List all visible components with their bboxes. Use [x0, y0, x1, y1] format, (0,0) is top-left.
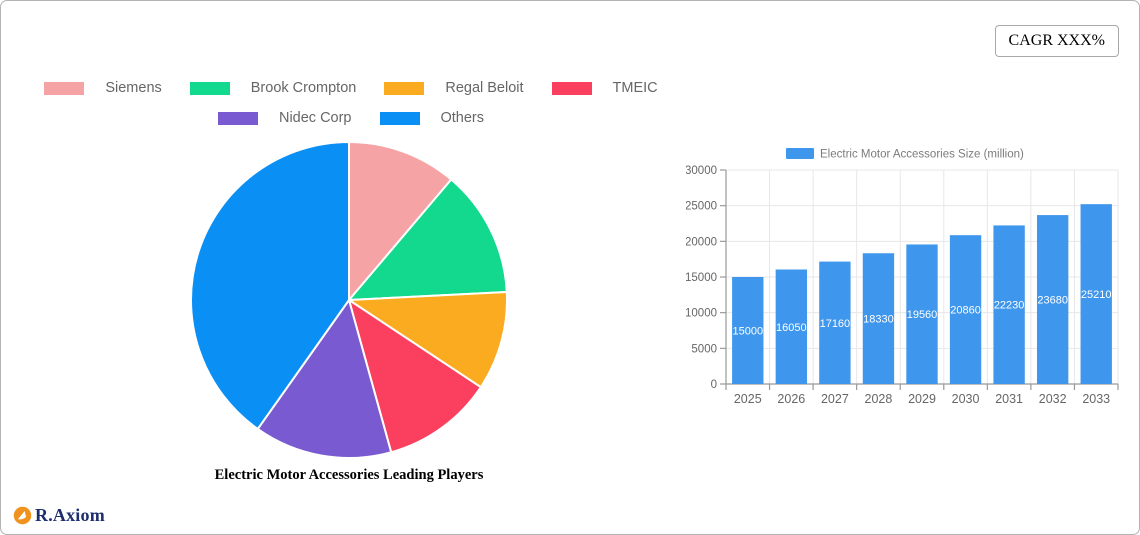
- bar-2031[interactable]: [993, 225, 1025, 384]
- legend-item-brook-crompton[interactable]: Brook Crompton: [189, 80, 357, 96]
- x-tick-label: 2029: [908, 392, 936, 406]
- y-tick-label: 20000: [686, 236, 717, 248]
- x-tick-label: 2032: [1039, 392, 1067, 406]
- bar-2026[interactable]: [775, 269, 808, 384]
- legend-item-regal-beloit[interactable]: Regal Beloit: [384, 80, 524, 96]
- bar-value-label: 20860: [950, 305, 981, 317]
- bar-value-label: 17160: [820, 318, 851, 330]
- x-tick-label: 2033: [1082, 392, 1110, 406]
- x-tick-label: 2030: [952, 392, 980, 406]
- legend-swatch-brook-crompton: [189, 81, 230, 95]
- bar-2030[interactable]: [949, 235, 982, 384]
- y-tick-label: 25000: [686, 201, 717, 213]
- bar-value-label: 16050: [776, 322, 807, 334]
- pie-slice-tmeic[interactable]: [348, 299, 482, 454]
- bar-2028[interactable]: [862, 253, 895, 384]
- bar-chart-svg[interactable]: 0 5000 10000 15000 20000 25000 30000 15000 2025 1…: [685, 141, 1136, 411]
- bar-2027[interactable]: [819, 261, 851, 384]
- bar-chart: 0 5000 10000 15000 20000 25000 30000 15000 2025 1…: [685, 141, 1136, 411]
- legend-swatch-others: [379, 111, 420, 125]
- pie-slice-others[interactable]: [190, 141, 350, 430]
- pie-legend-row-1: Siemens Brook Crompton Regal Beloit TMEIC: [21, 73, 681, 103]
- bar-value-label: 23680: [1037, 295, 1068, 307]
- pie-slice-regal-beloit[interactable]: [348, 291, 508, 389]
- pie-legend: Siemens Brook Crompton Regal Beloit TMEIC N…: [21, 73, 681, 133]
- legend-item-nidec-corp[interactable]: Nidec Corp: [217, 110, 352, 126]
- x-tick-label: 2026: [777, 392, 805, 406]
- bar-legend-label[interactable]: Electric Motor Accessories Size (million…: [820, 149, 1024, 161]
- bar-value-label: 22230: [994, 300, 1025, 312]
- legend-label: Nidec Corp: [278, 110, 352, 126]
- bar-2029[interactable]: [906, 244, 938, 384]
- y-tick-label: 5000: [691, 343, 717, 355]
- legend-label: Regal Beloit: [445, 80, 524, 96]
- legend-swatch-regal-beloit: [384, 81, 425, 95]
- pie-chart-title: Electric Motor Accessories Leading Playe…: [214, 467, 484, 483]
- legend-swatch-siemens: [44, 81, 85, 95]
- x-tick-label: 2028: [865, 392, 893, 406]
- brand-logo: R.Axiom: [13, 505, 105, 526]
- bar-legend-swatch[interactable]: [786, 148, 814, 159]
- bar-2025[interactable]: [732, 277, 764, 384]
- brand-name: R.Axiom: [35, 505, 105, 525]
- y-tick-label: 0: [711, 379, 717, 391]
- legend-swatch-nidec-corp: [217, 111, 258, 125]
- pie-slice-siemens[interactable]: [348, 141, 453, 301]
- legend-item-others[interactable]: Others: [379, 110, 485, 126]
- x-tick-label: 2027: [821, 392, 849, 406]
- y-tick-label: 10000: [686, 308, 717, 320]
- cagr-badge: CAGR XXX%: [994, 25, 1119, 57]
- pie-chart[interactable]: [184, 135, 514, 465]
- legend-item-siemens[interactable]: Siemens: [44, 80, 162, 96]
- bar-value-label: 15000: [732, 326, 763, 338]
- x-tick-label: 2025: [734, 392, 762, 406]
- y-tick-label: 15000: [686, 272, 717, 284]
- x-tick-label: 2031: [995, 392, 1023, 406]
- legend-label: Siemens: [105, 80, 162, 96]
- pie-slice-brook-crompton[interactable]: [348, 178, 508, 301]
- bar-value-label: 25210: [1081, 289, 1112, 301]
- bar-value-label: 19560: [907, 309, 938, 321]
- y-tick-label: 30000: [686, 165, 717, 177]
- legend-item-tmeic[interactable]: TMEIC: [551, 80, 658, 96]
- legend-label: TMEIC: [612, 80, 658, 96]
- bar-2033[interactable]: [1080, 204, 1112, 384]
- legend-label: Brook Crompton: [250, 80, 357, 96]
- bar-value-label: 18330: [863, 314, 894, 326]
- legend-label: Others: [440, 110, 485, 126]
- legend-swatch-tmeic: [551, 81, 592, 95]
- pie-legend-row-2: Nidec Corp Others: [21, 103, 681, 133]
- brand-logo-icon: [13, 506, 32, 525]
- bar-2032[interactable]: [1036, 215, 1069, 384]
- pie-slice-nidec-corp[interactable]: [256, 299, 393, 459]
